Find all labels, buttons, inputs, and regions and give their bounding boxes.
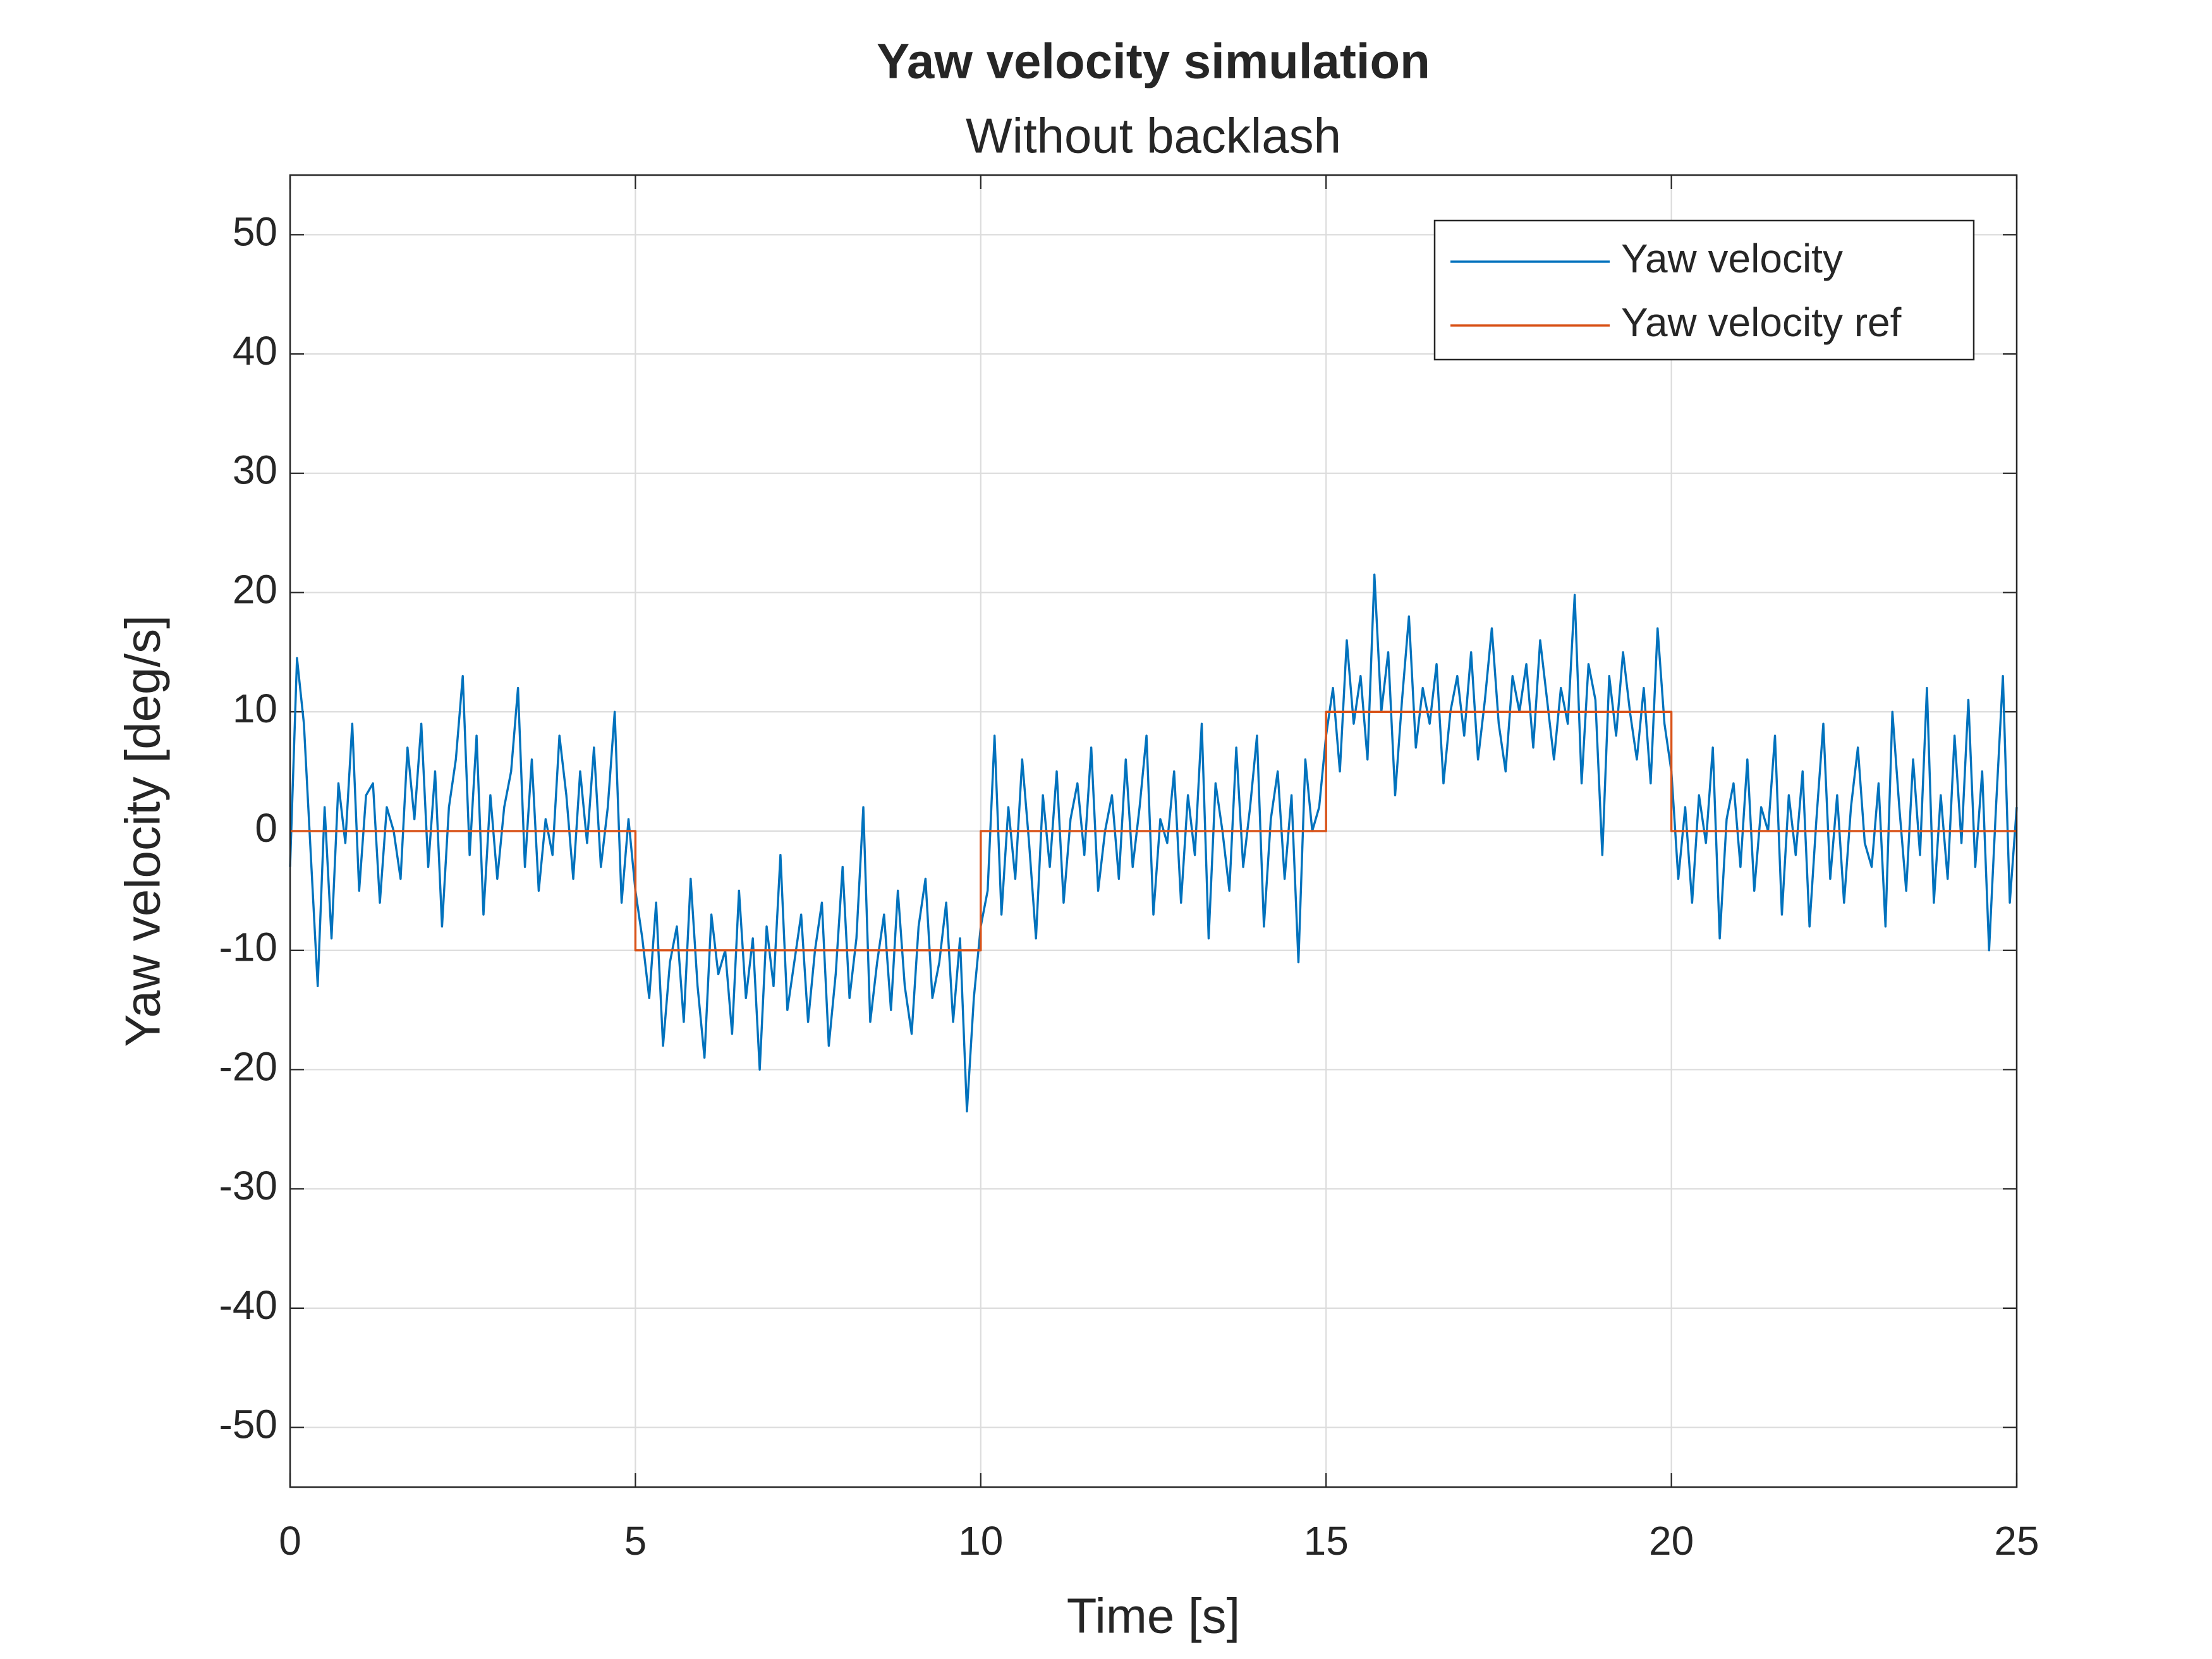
chart-title: Yaw velocity simulation — [877, 33, 1430, 89]
y-axis-label: Yaw velocity [deg/s] — [115, 615, 171, 1047]
y-tick-label: 50 — [233, 209, 277, 254]
y-tick-label: 10 — [233, 686, 277, 731]
y-tick-label: 20 — [233, 566, 277, 612]
y-tick-label: -30 — [219, 1163, 278, 1208]
x-axis-label: Time [s] — [1067, 1588, 1240, 1644]
y-tick-label: -10 — [219, 925, 278, 970]
y-tick-label: -40 — [219, 1282, 278, 1328]
x-tick-label: 15 — [1304, 1518, 1349, 1564]
data-line — [290, 710, 2017, 952]
y-tick-label: -20 — [219, 1043, 278, 1089]
legend-label: Yaw velocity ref — [1621, 300, 1902, 345]
y-tick-label: 0 — [255, 805, 277, 851]
data-line — [289, 573, 2018, 1113]
x-tick-label: 20 — [1649, 1518, 1694, 1564]
legend-label: Yaw velocity — [1621, 236, 1843, 281]
axes-frame — [289, 174, 2018, 1488]
x-tick-label: 0 — [279, 1518, 301, 1564]
y-tick-label: 40 — [233, 328, 277, 374]
x-tick-label: 10 — [958, 1518, 1003, 1564]
x-tick-label: 25 — [1994, 1518, 2039, 1564]
legend-box — [1433, 219, 1975, 361]
y-tick-label: -50 — [219, 1402, 278, 1447]
y-tick-label: 30 — [233, 447, 277, 493]
chart-subtitle: Without backlash — [966, 108, 1341, 164]
x-tick-label: 5 — [624, 1518, 647, 1564]
